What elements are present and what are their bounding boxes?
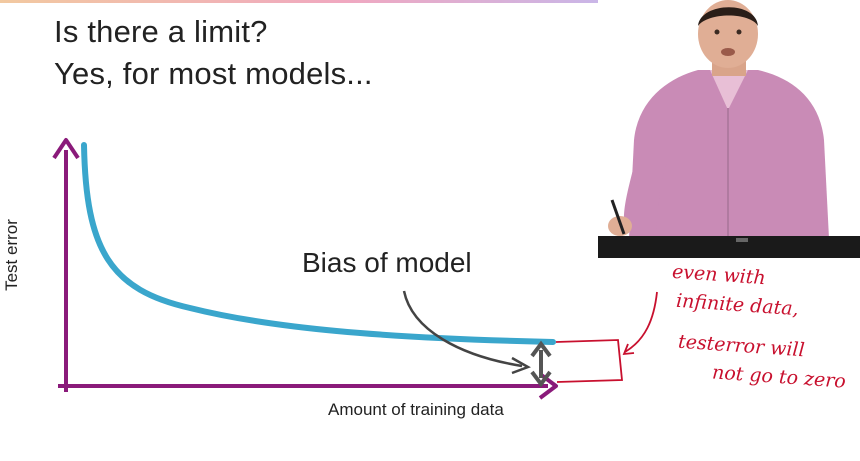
bias-gap-arrowhead-top [530, 340, 552, 358]
bias-of-model-label: Bias of model [302, 247, 472, 278]
handwritten-bracket [555, 339, 623, 383]
slide-title-line-2: Yes, for most models... [54, 56, 373, 91]
x-axis-label: Amount of training data [328, 400, 504, 419]
slide-top-accent-bar [0, 0, 860, 3]
handwritten-pointer-head [622, 343, 635, 356]
bias-gap-arrowhead-bottom [530, 370, 552, 388]
presenter-desk-tablet [598, 236, 860, 258]
slide-title-line-1: Is there a limit? [54, 14, 268, 49]
bias-annotation-arrow [402, 290, 523, 368]
test-error-curve [81, 142, 556, 345]
handwritten-pointer-line [624, 291, 658, 353]
y-axis-arrowhead [52, 138, 80, 160]
presenter-video [598, 0, 860, 258]
y-axis-label: Test error [2, 219, 21, 291]
bias-annotation-arrowhead [511, 356, 531, 375]
